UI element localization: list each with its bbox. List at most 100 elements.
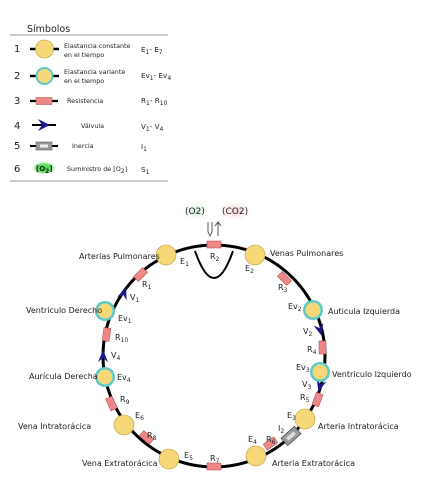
resistance-r1 (133, 267, 148, 282)
label-arteria-intratoracica: Arteria Intratorácica (318, 422, 399, 431)
svg-text:Ev4: Ev4 (117, 373, 131, 384)
variant-elastance-ev4 (95, 367, 115, 387)
resistances (101, 240, 327, 471)
valves (98, 287, 327, 392)
elastance-e4 (245, 445, 267, 467)
elastance-e6 (113, 414, 135, 436)
elastance-icon (35, 39, 54, 59)
svg-text:en el tiempo: en el tiempo (64, 51, 104, 59)
svg-text:R5: R5 (300, 393, 310, 404)
legend-row-inertia: 5 Inercia I1 (14, 141, 147, 153)
svg-text:Ev1- Ev4: Ev1- Ev4 (141, 71, 171, 82)
resistance-r10 (101, 327, 112, 342)
svg-text:I2: I2 (278, 424, 284, 435)
o2-supply-icon (31, 161, 57, 175)
label-vena-extratoracica: Vena Extratorácica (82, 459, 158, 468)
label-auricula-izquierda: Auticula Izquierda (328, 307, 400, 316)
elastance-e3 (294, 408, 316, 430)
elastances (113, 244, 316, 470)
svg-text:6: 6 (14, 164, 20, 175)
resistance-r9 (105, 395, 118, 412)
svg-text:S1: S1 (141, 165, 150, 176)
svg-text:2: 2 (14, 71, 20, 82)
svg-text:R10: R10 (115, 333, 128, 344)
svg-text:5: 5 (14, 141, 20, 152)
label-arteria-extratoracica: Arteria Extratorácica (272, 459, 355, 468)
o2-label: (O2) (185, 207, 205, 217)
resistance-r7 (206, 462, 222, 471)
label-ventriculo-derecho: Ventriculo Derecho (26, 306, 102, 315)
label-vena-intratoracica: Vena Intratorácica (18, 422, 91, 431)
co2-label: (CO2) (222, 207, 248, 217)
svg-text:en el tiempo: en el tiempo (64, 77, 104, 85)
svg-text:3: 3 (14, 96, 20, 107)
legend-title: Símbolos (27, 24, 70, 35)
valve-v3 (316, 378, 327, 392)
svg-text:Suministro de [O2]: Suministro de [O2] (67, 165, 127, 175)
resistance-r3 (277, 271, 292, 286)
svg-text:V2: V2 (303, 327, 312, 338)
valve-v1 (117, 287, 127, 301)
svg-text:E1: E1 (180, 257, 189, 268)
svg-text:Ev3: Ev3 (296, 363, 310, 374)
inertia-i2 (280, 425, 302, 447)
legend-row-valve: 4 Válvula V1- V4 (14, 119, 164, 133)
svg-text:R4: R4 (307, 345, 317, 356)
svg-text:E2: E2 (245, 264, 254, 275)
variant-elastances (95, 300, 330, 387)
resistance-r6 (262, 436, 279, 451)
resistance-r4 (318, 340, 327, 355)
elastance-e5 (158, 448, 180, 470)
svg-text:Elastancia variante: Elastancia variante (64, 68, 125, 76)
svg-text:R1- R10: R1- R10 (141, 96, 168, 107)
svg-text:R8: R8 (147, 431, 157, 442)
resistance-icon (35, 97, 53, 105)
label-auricula-derecha: Aurícula Derecha (29, 372, 98, 381)
svg-text:R9: R9 (120, 395, 130, 406)
resistance-r8 (138, 430, 155, 445)
variant-elastance-ev3 (310, 362, 330, 382)
svg-text:Ev2: Ev2 (288, 302, 302, 313)
valve-icon (38, 119, 50, 131)
valve-v2 (313, 322, 324, 336)
variant-elastance-ev2 (303, 300, 323, 320)
node-labels: Arterias Pulmonares Venas Pulmonares Ven… (18, 249, 412, 468)
svg-text:E6: E6 (135, 411, 144, 422)
legend-num: 1 (14, 44, 20, 55)
elastance-e2 (244, 244, 266, 266)
svg-text:E5: E5 (184, 451, 193, 462)
resistance-r5 (311, 391, 324, 408)
svg-text:R7: R7 (210, 454, 220, 465)
svg-text:V3: V3 (302, 380, 311, 391)
svg-text:E3: E3 (287, 411, 296, 422)
resistance-r2 (206, 240, 222, 249)
variant-elastance-icon (35, 67, 54, 85)
svg-text:Inercia: Inercia (72, 142, 94, 150)
legend-row-resistance: 3 Resistencia R1- R10 (14, 96, 168, 107)
svg-text:R2: R2 (210, 252, 220, 263)
gas-exchange: (O2) (CO2) (179, 199, 254, 237)
svg-text:Resistencia: Resistencia (67, 97, 103, 105)
legend-row-o2-supply: 6 [O2] Suministro de [O2] S1 (14, 161, 150, 176)
svg-text:Válvula: Válvula (81, 122, 104, 130)
legend-row-elastance: 1 Elastancia constante en el tiempo E1- … (14, 39, 163, 59)
svg-text:E1- E7: E1- E7 (141, 45, 163, 56)
inertia-icon (35, 141, 53, 151)
svg-text:R3: R3 (278, 283, 288, 294)
svg-text:E4: E4 (248, 435, 257, 446)
svg-text:R1: R1 (142, 280, 152, 291)
svg-text:Elastancia constante: Elastancia constante (64, 42, 131, 50)
valve-v4 (98, 350, 108, 362)
svg-text:V1: V1 (130, 293, 139, 304)
variant-elastance-ev1 (95, 301, 115, 321)
label-venas-pulmonares: Venas Pulmonares (270, 249, 343, 258)
component-codes: E1 R2 E2 R1 R3 V1 Ev2 Ev1 V2 R10 R4 V4 E… (111, 252, 317, 465)
legend: Símbolos 1 Elastancia constante en el ti… (10, 24, 171, 182)
svg-text:V1- V4: V1- V4 (141, 122, 164, 133)
svg-text:[O2]: [O2] (36, 165, 53, 175)
label-arterias-pulmonares: Arterias Pulmonares (79, 252, 160, 261)
label-ventriculo-izquierdo: Ventriculo Izquierdo (332, 370, 412, 379)
legend-row-variant-elastance: 2 Elastancia variante en el tiempo Ev1- … (14, 67, 171, 85)
svg-text:I1: I1 (141, 142, 147, 153)
